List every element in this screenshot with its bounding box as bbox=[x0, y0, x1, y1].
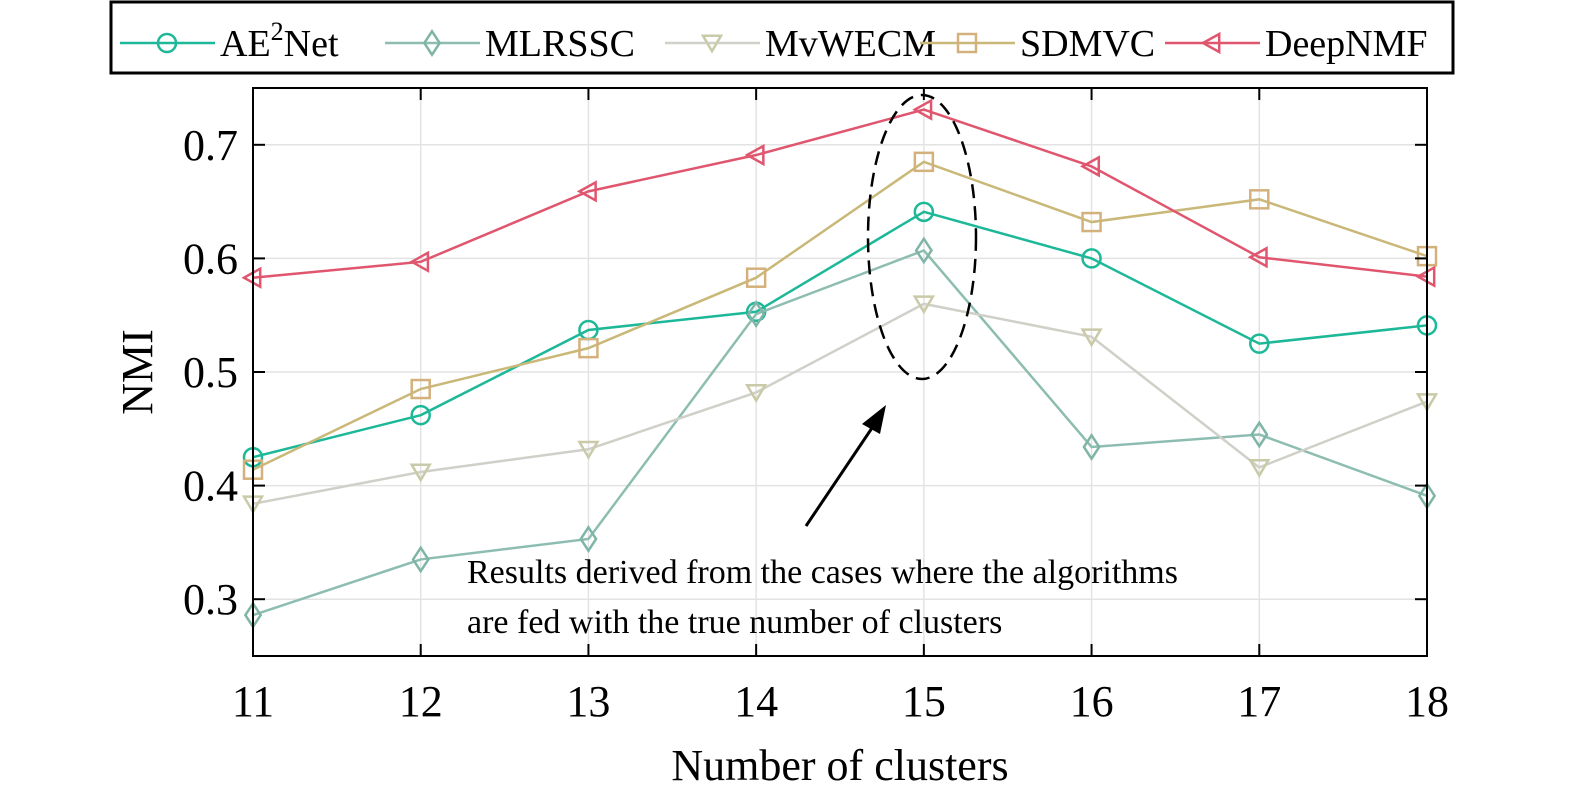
legend-label: AE2Net bbox=[220, 17, 339, 65]
ticks: 11 12 13 14 15 16 17 18 0.3 0.4 0.5 0.6 0.7 bbox=[183, 88, 1449, 726]
data-point bbox=[912, 98, 933, 121]
series-line bbox=[252, 248, 1428, 617]
y-tick-label: 0.5 bbox=[183, 348, 238, 397]
data-point bbox=[744, 383, 768, 404]
data-point bbox=[913, 201, 935, 223]
annotation-line-2: are fed with the true number of clusters bbox=[467, 604, 1002, 641]
legend-label: SDMVC bbox=[1020, 23, 1155, 65]
grid bbox=[252, 88, 1428, 656]
series-mvwecm bbox=[241, 295, 1439, 515]
data-point bbox=[913, 151, 935, 173]
data-point bbox=[746, 300, 766, 329]
data-point bbox=[578, 337, 599, 359]
legend-item: MvWECM bbox=[665, 23, 936, 65]
x-tick-label: 13 bbox=[566, 677, 610, 726]
legend-marker bbox=[1200, 31, 1221, 55]
data-point bbox=[578, 319, 599, 341]
legend-marker bbox=[156, 32, 178, 54]
data-point bbox=[1081, 248, 1102, 269]
series-line bbox=[252, 160, 1428, 471]
annotation-arrow-shaft bbox=[804, 424, 876, 527]
series-sdmvc bbox=[242, 151, 1438, 480]
legend-box bbox=[109, 0, 1455, 75]
data-point bbox=[1250, 420, 1269, 449]
x-tick-label: 14 bbox=[734, 677, 778, 726]
data-point bbox=[409, 250, 430, 273]
x-tick-label: 16 bbox=[1070, 677, 1114, 726]
data-point bbox=[1081, 211, 1102, 233]
annotation-arrow-head bbox=[862, 405, 886, 434]
x-tick-label: 11 bbox=[232, 677, 274, 726]
data-point bbox=[577, 440, 600, 460]
data-point bbox=[410, 378, 431, 400]
x-tick-label: 17 bbox=[1237, 677, 1281, 726]
data-point bbox=[409, 463, 432, 483]
data-point bbox=[912, 295, 936, 315]
series-line bbox=[252, 108, 1428, 279]
data-point bbox=[579, 525, 598, 553]
data-point bbox=[411, 545, 430, 574]
data-point bbox=[745, 267, 767, 288]
legend-marker bbox=[700, 34, 724, 54]
data-point bbox=[914, 236, 934, 265]
legend-item: SDMVC bbox=[920, 23, 1155, 65]
legend-label: MvWECM bbox=[765, 23, 936, 65]
legend-marker bbox=[956, 32, 978, 54]
y-tick-label: 0.4 bbox=[183, 462, 238, 511]
series-lines bbox=[241, 98, 1439, 630]
data-point bbox=[1249, 189, 1270, 210]
y-axis-label: NMI bbox=[113, 329, 162, 415]
data-point bbox=[576, 180, 597, 203]
annotation-line-1: Results derived from the cases where the… bbox=[467, 554, 1178, 591]
legend-item: AE2Net bbox=[120, 17, 339, 65]
legend-label: MLRSSC bbox=[485, 23, 635, 65]
data-point bbox=[410, 404, 431, 426]
series-line bbox=[252, 210, 1428, 459]
series-line bbox=[252, 302, 1428, 506]
x-tick-label: 18 bbox=[1405, 677, 1449, 726]
data-point bbox=[1079, 155, 1101, 178]
highlight-ellipse bbox=[866, 93, 978, 381]
data-point bbox=[1082, 432, 1101, 461]
y-tick-label: 0.6 bbox=[183, 234, 238, 283]
data-point bbox=[1249, 333, 1270, 354]
y-tick-label: 0.7 bbox=[183, 121, 238, 170]
legend-marker bbox=[422, 29, 442, 57]
data-point bbox=[1247, 246, 1268, 269]
legend-item: MLRSSC bbox=[385, 23, 635, 65]
legend-label: DeepNMF bbox=[1265, 23, 1428, 65]
legend-item: DeepNMF bbox=[1165, 23, 1428, 65]
data-point bbox=[1248, 458, 1271, 478]
x-tick-label: 12 bbox=[399, 677, 443, 726]
data-point bbox=[744, 143, 765, 167]
data-point bbox=[1080, 328, 1103, 348]
legend: AE2Net MLRSSC MvWECM SDMVC DeepNMF bbox=[120, 17, 1428, 65]
y-tick-label: 0.3 bbox=[183, 575, 238, 624]
x-tick-label: 15 bbox=[902, 677, 946, 726]
x-axis-label: Number of clusters bbox=[671, 741, 1008, 790]
